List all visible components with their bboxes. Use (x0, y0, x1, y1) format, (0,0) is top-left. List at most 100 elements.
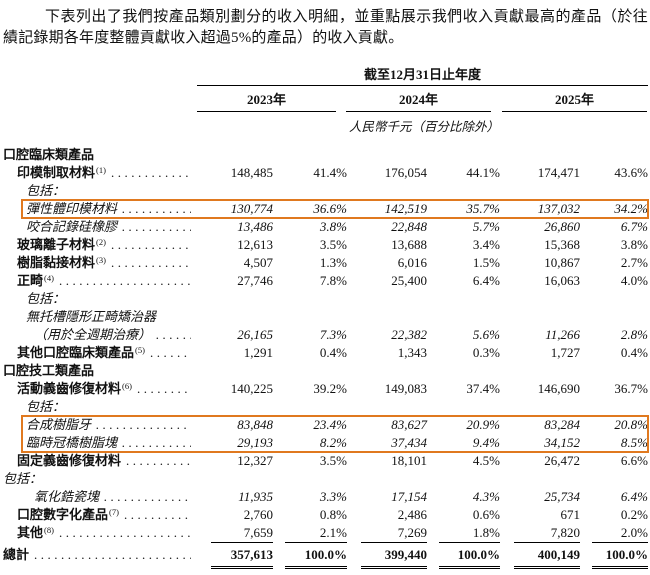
amount-cell: 29,193 (237, 435, 273, 450)
percentage-cell: 0.4% (620, 345, 648, 360)
table-row: 正畸 (4) 27,746 7.8% 25,400 6.4% 16,063 4.0% (0, 272, 650, 290)
amount-cell: 1,343 (397, 345, 427, 360)
row-label: 玻璃離子材料 (17, 237, 96, 252)
document-page: 下表列出了我們按產品類別劃分的收入明細，並重點展示我們收入貢獻最高的產品（於往績… (0, 7, 650, 575)
amount-cell: 142,519 (384, 201, 427, 216)
table-row: 其他 (8) 7,659 2.1% 7,269 1.8% 7,820 2.0% (0, 524, 650, 542)
row-label-cell: 氧化鋯瓷塊 (0, 488, 197, 506)
row-label: 合成樹脂牙 (26, 417, 92, 432)
amount-cell: 17,154 (391, 489, 427, 504)
amount-cell: 1,291 (243, 345, 273, 360)
table-body: 口腔臨床類產品 印模制取材料 (1) 148,485 41.4% 176,054 44… (0, 146, 650, 569)
dot-leader (111, 164, 191, 182)
dot-leader (104, 488, 191, 506)
row-label-cell: 總計 (0, 545, 197, 565)
table-row: 總計 357,613 100.0% 399,440 100.0% 400,149 100.… (0, 542, 650, 569)
row-label: 其他 (17, 525, 44, 540)
percentage-cell: 0.3% (472, 345, 500, 360)
percentage-cell: 3.4% (472, 237, 500, 252)
percentage-cell: 23.4% (313, 417, 347, 432)
percentage-cell: 37.4% (466, 381, 500, 396)
percentage-cell: 36.7% (614, 381, 648, 396)
percentage-cell: 0.6% (472, 507, 500, 522)
percentage-cell: 8.2% (319, 435, 347, 450)
table-row: 臨時冠橋樹脂塊 29,193 8.2% 37,434 9.4% 34,152 8.5% (0, 434, 650, 452)
revenue-table: 截至12月31日止年度 2023年 2024年 2025年 人民幣千元（百分比除… (0, 64, 650, 569)
amount-cell: 2,760 (243, 507, 273, 522)
row-label-cell: 其他 (8) (0, 524, 197, 542)
amount-cell: 13,486 (237, 219, 273, 234)
row-label: 包括： (26, 399, 66, 414)
amount-cell: 4,507 (243, 255, 273, 270)
row-label-cell: 正畸 (4) (0, 272, 197, 290)
percentage-cell: 5.7% (472, 219, 500, 234)
row-label-cell: 其他口腔臨床類產品 (5) (0, 344, 197, 362)
amount-cell: 148,485 (230, 165, 273, 180)
row-label-cell: 固定義齒修復材料 (0, 452, 197, 470)
percentage-cell: 43.6% (614, 165, 648, 180)
percentage-cell: 4.0% (620, 273, 648, 288)
amount-cell: 25,734 (544, 489, 580, 504)
percentage-cell: 3.5% (319, 237, 347, 252)
intro-paragraph: 下表列出了我們按產品類別劃分的收入明細，並重點展示我們收入貢獻最高的產品（於往績… (3, 9, 648, 46)
row-label-cell: 口腔技工類產品 (0, 362, 648, 380)
percentage-cell: 34.2% (614, 201, 648, 216)
amount-cell: 26,860 (544, 219, 580, 234)
row-label-cell: 印模制取材料 (1) (0, 164, 197, 182)
amount-cell: 7,820 (550, 525, 580, 540)
row-label-cell: 無托槽隱形正畸矯治器 (0, 308, 648, 326)
amount-cell: 146,690 (537, 381, 580, 396)
amount-cell: 37,434 (391, 435, 427, 450)
row-label: 口腔數字化產品 (17, 507, 109, 522)
percentage-cell: 3.5% (319, 453, 347, 468)
amount-cell: 137,032 (537, 201, 580, 216)
amount-cell: 140,225 (230, 381, 273, 396)
highlight-box: 合成樹脂牙 83,84823.4%83,62720.9%83,28420.8% … (0, 415, 650, 453)
amount-cell: 357,613 (211, 542, 273, 569)
amount-cell: 26,165 (237, 327, 273, 342)
row-label-cell: 包括： (0, 470, 648, 488)
amount-cell: 26,472 (544, 453, 580, 468)
table-row: （用於全週期治療） 26,165 7.3% 22,382 5.6% 11,266 2.8% (0, 326, 650, 344)
amount-cell: 6,016 (397, 255, 427, 270)
year-header-2025: 2025年 (502, 89, 647, 112)
amount-cell: 83,627 (391, 417, 427, 432)
dot-leader (111, 254, 191, 272)
dot-leader (137, 380, 191, 398)
row-label: 印模制取材料 (17, 165, 96, 180)
percentage-cell: 3.8% (620, 237, 648, 252)
percentage-cell: 5.6% (472, 327, 500, 342)
percentage-cell: 2.1% (319, 525, 347, 540)
table-row: 彈性體印模材料 130,774 36.6% 142,519 35.7% 137,032 3… (0, 200, 650, 218)
amount-cell: 10,867 (544, 255, 580, 270)
percentage-cell: 6.4% (620, 489, 648, 504)
dot-leader (59, 272, 191, 290)
row-label: 正畸 (17, 273, 44, 288)
currency-unit-note: 人民幣千元（百分比除外） (349, 120, 500, 134)
percentage-cell: 0.4% (319, 345, 347, 360)
percentage-cell: 20.8% (614, 417, 648, 432)
percentage-cell: 20.9% (466, 417, 500, 432)
table-row: 口腔技工類產品 (0, 362, 650, 380)
amount-cell: 15,368 (544, 237, 580, 252)
table-year-headers: 2023年 2024年 2025年 (197, 86, 650, 112)
amount-cell: 11,266 (545, 327, 580, 342)
year-header-2023: 2023年 (197, 89, 336, 112)
amount-cell: 7,269 (397, 525, 427, 540)
table-row: 印模制取材料 (1) 148,485 41.4% 176,054 44.1% 174,4… (0, 164, 650, 182)
row-label-cell: 咬合記錄硅橡膠 (0, 218, 197, 236)
row-label-cell: 合成樹脂牙 (0, 416, 197, 434)
row-label: 其他口腔臨床類產品 (17, 345, 135, 360)
row-label: 氧化鋯瓷塊 (34, 489, 100, 504)
amount-cell: 13,688 (391, 237, 427, 252)
table-row: 其他口腔臨床類產品 (5) 1,291 0.4% 1,343 0.3% 1,727 0.4… (0, 344, 650, 362)
amount-cell: 27,746 (237, 273, 273, 288)
row-label-cell: 臨時冠橋樹脂塊 (0, 434, 197, 452)
percentage-cell: 8.5% (620, 435, 648, 450)
percentage-cell: 7.8% (319, 273, 347, 288)
row-label-cell: 活動義齒修復材料 (6) (0, 380, 197, 398)
dot-leader (122, 434, 191, 452)
table-row: 口腔數字化產品 (7) 2,760 0.8% 2,486 0.6% 671 0.2% (0, 506, 650, 524)
table-row: 固定義齒修復材料 12,327 3.5% 18,101 4.5% 26,472 6.6% (0, 452, 650, 470)
percentage-cell: 1.5% (472, 255, 500, 270)
